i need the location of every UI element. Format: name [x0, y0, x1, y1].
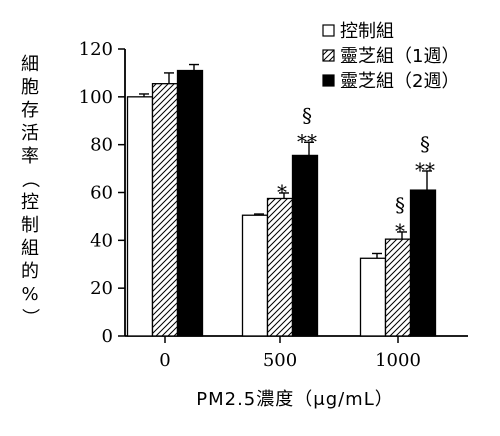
bar-1-2 [291, 154, 319, 337]
y-axis-label-char: % [21, 284, 38, 305]
y-axis-label-char: 制 [21, 215, 39, 236]
y-axis-label-char: 活 [21, 123, 39, 144]
bar-2-0 [359, 257, 387, 337]
bar-2-2 [409, 189, 437, 337]
bar-1-1 [266, 197, 294, 337]
y-axis-label-char: （ [19, 170, 40, 188]
y-tick-label: 20 [90, 278, 113, 299]
legend-label-1: 靈芝組（1週） [340, 46, 459, 67]
bar-0-1 [151, 83, 179, 337]
asterisk-mark: ** [297, 129, 317, 153]
y-tick-label: 120 [79, 39, 113, 60]
bar-0-0 [126, 96, 154, 337]
y-tick-label: 60 [90, 183, 113, 204]
bar-1-0 [241, 214, 269, 337]
y-axis-label-char: 細 [21, 54, 39, 75]
legend-swatch-0 [322, 24, 335, 37]
x-tick-label: 1000 [375, 350, 421, 371]
legend-label-2: 靈芝組（2週） [340, 71, 459, 92]
significance-marks: ***§*§**§ [277, 103, 435, 243]
y-tick-label: 0 [102, 326, 113, 347]
asterisk-mark: * [277, 180, 287, 204]
y-axis-label-char: 的 [21, 261, 39, 282]
y-axis-label-char: 存 [21, 100, 39, 121]
y-tick-label: 40 [90, 230, 113, 251]
x-axis-label: PM2.5濃度（μg/mL） [196, 389, 394, 410]
legend-swatch-1 [322, 49, 335, 62]
y-tick-label: 100 [79, 87, 113, 108]
legend-label-0: 控制組 [340, 21, 394, 42]
bars [126, 63, 437, 337]
y-axis-label-char: 控 [21, 192, 39, 213]
section-mark: § [395, 193, 405, 217]
x-tick-label: 0 [159, 350, 170, 371]
section-mark: § [420, 132, 430, 156]
asterisk-mark: ** [415, 158, 435, 182]
y-axis-label-char: 率 [21, 146, 39, 167]
section-mark: § [302, 103, 312, 127]
axes: 0 20 40 60 80 100 120 0 500 1000 [79, 39, 468, 371]
bar-0-2 [176, 69, 204, 337]
asterisk-mark: * [395, 219, 405, 243]
y-tick-label: 80 [90, 135, 113, 156]
y-axis-label-char: 胞 [21, 77, 39, 98]
legend-swatch-2 [322, 74, 335, 87]
bar-2-1 [384, 238, 412, 337]
y-axis-label-char: 組 [21, 238, 39, 259]
y-axis-label-char: ） [19, 308, 40, 326]
x-tick-label: 500 [263, 350, 297, 371]
